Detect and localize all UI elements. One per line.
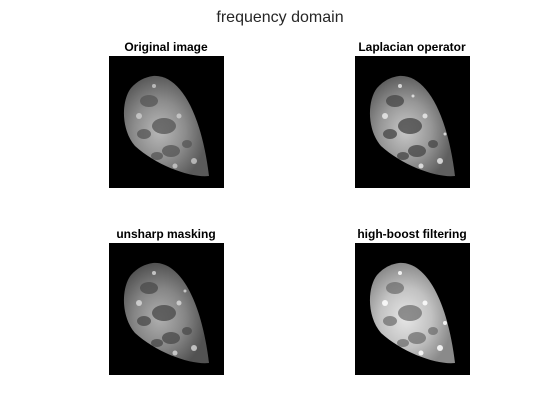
moon-image-icon bbox=[369, 75, 455, 177]
moon-image-unsharp bbox=[109, 243, 224, 375]
subplot-title-highboost: high-boost filtering bbox=[357, 227, 467, 241]
moon-image-icon bbox=[123, 75, 209, 177]
moon-image-highboost bbox=[355, 243, 470, 375]
subplot-title-laplacian: Laplacian operator bbox=[358, 40, 466, 54]
subplot-title-original: Original image bbox=[124, 40, 208, 54]
figure-title: frequency domain bbox=[216, 9, 344, 26]
moon-image-original bbox=[109, 56, 224, 188]
subplot-title-unsharp: unsharp masking bbox=[116, 227, 216, 241]
moon-image-icon bbox=[369, 262, 455, 364]
moon-image-icon bbox=[123, 262, 209, 364]
moon-image-laplacian bbox=[355, 56, 470, 188]
